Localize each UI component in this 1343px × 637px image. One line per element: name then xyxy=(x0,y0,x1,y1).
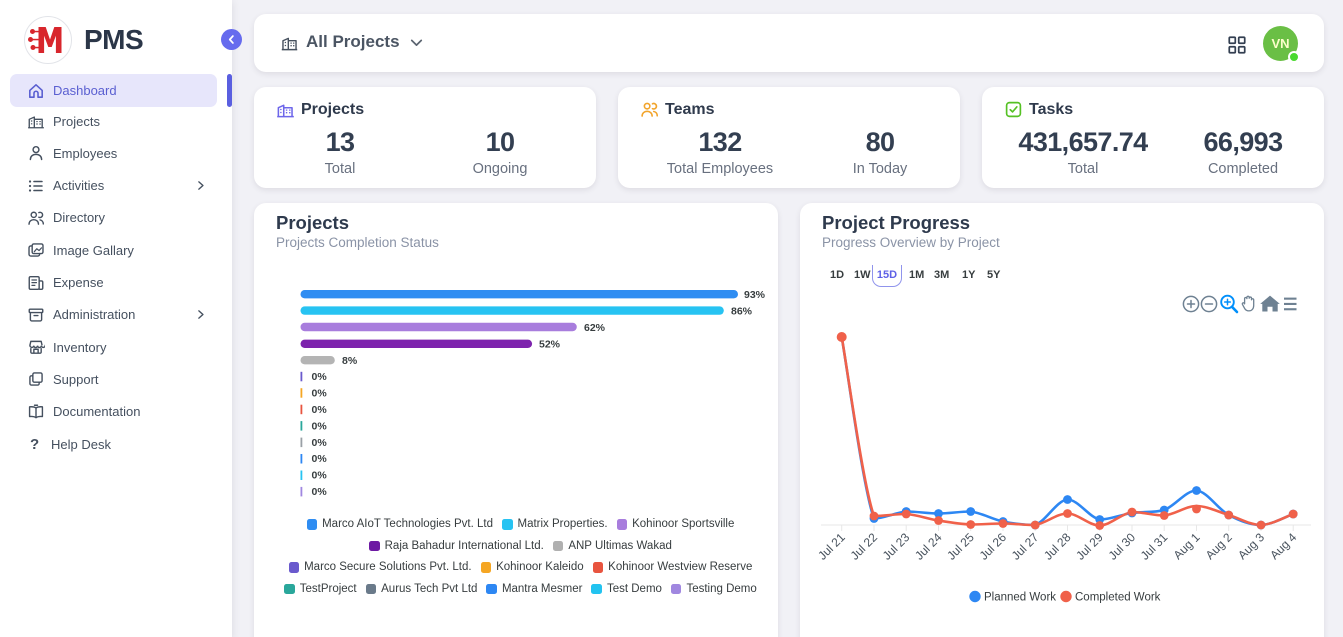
svg-text:Jul 21: Jul 21 xyxy=(815,530,848,563)
svg-text:Aug 2: Aug 2 xyxy=(1203,530,1235,562)
svg-text:Aug 4: Aug 4 xyxy=(1267,530,1299,562)
svg-text:86%: 86% xyxy=(731,306,753,318)
svg-text:Jul 27: Jul 27 xyxy=(1009,530,1042,563)
svg-text:0%: 0% xyxy=(312,371,328,383)
svg-text:0%: 0% xyxy=(312,470,328,482)
svg-text:Jul 30: Jul 30 xyxy=(1106,530,1139,563)
svg-text:0%: 0% xyxy=(312,486,328,498)
svg-text:Jul 28: Jul 28 xyxy=(1041,530,1074,563)
svg-text:0%: 0% xyxy=(312,404,328,416)
svg-text:Planned Work: Planned Work xyxy=(984,592,1056,604)
svg-text:Aug 1: Aug 1 xyxy=(1171,530,1203,562)
svg-text:Jul 26: Jul 26 xyxy=(977,530,1010,563)
svg-text:0%: 0% xyxy=(312,453,328,465)
svg-text:0%: 0% xyxy=(312,420,328,432)
svg-text:Jul 29: Jul 29 xyxy=(1073,530,1106,563)
svg-text:Jul 22: Jul 22 xyxy=(848,530,881,563)
svg-text:Jul 24: Jul 24 xyxy=(912,530,945,563)
svg-text:Aug 3: Aug 3 xyxy=(1235,530,1267,562)
svg-text:Jul 23: Jul 23 xyxy=(880,530,913,563)
svg-text:0%: 0% xyxy=(312,437,328,449)
svg-text:93%: 93% xyxy=(744,289,766,301)
svg-text:52%: 52% xyxy=(539,339,561,351)
svg-text:0%: 0% xyxy=(312,387,328,399)
svg-text:Jul 25: Jul 25 xyxy=(944,530,977,563)
svg-text:62%: 62% xyxy=(584,322,606,334)
svg-text:Completed Work: Completed Work xyxy=(1075,592,1161,604)
svg-text:8%: 8% xyxy=(342,355,358,367)
svg-text:Jul 31: Jul 31 xyxy=(1138,530,1171,563)
